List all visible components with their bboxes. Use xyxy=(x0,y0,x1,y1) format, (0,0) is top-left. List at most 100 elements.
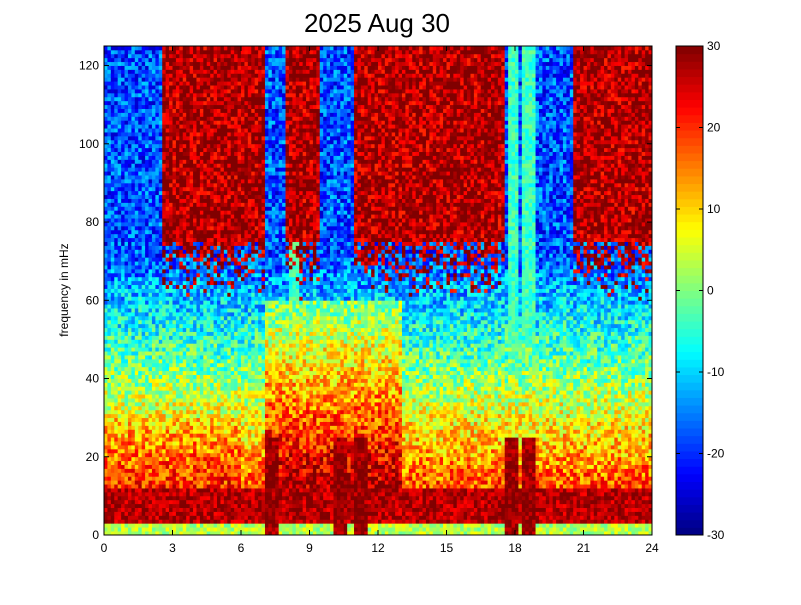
heatmap-cell xyxy=(111,347,115,351)
heatmap-cell xyxy=(104,390,108,394)
heatmap-cell xyxy=(166,222,170,226)
heatmap-cell xyxy=(176,512,180,516)
heatmap-cell xyxy=(111,73,115,77)
heatmap-cell xyxy=(145,140,149,144)
heatmap-cell xyxy=(234,120,238,124)
heatmap-cell xyxy=(183,367,187,371)
heatmap-cell xyxy=(186,234,190,238)
heatmap-cell xyxy=(138,62,142,66)
heatmap-cell xyxy=(114,159,118,163)
heatmap-cell xyxy=(114,449,118,453)
heatmap-cell xyxy=(176,144,180,148)
heatmap-cell xyxy=(196,136,200,140)
heatmap-cell xyxy=(190,476,194,480)
heatmap-cell xyxy=(159,210,163,214)
heatmap-cell xyxy=(231,394,235,398)
heatmap-cell xyxy=(220,441,224,445)
heatmap-cell xyxy=(210,355,214,359)
heatmap-cell xyxy=(162,46,166,50)
heatmap-cell xyxy=(104,469,108,473)
heatmap-cell xyxy=(190,382,194,386)
heatmap-cell xyxy=(135,508,139,512)
heatmap-cell xyxy=(128,97,132,101)
heatmap-cell xyxy=(190,398,194,402)
heatmap-cell xyxy=(207,242,211,246)
heatmap-cell xyxy=(183,402,187,406)
heatmap-cell xyxy=(207,335,211,339)
heatmap-cell xyxy=(234,199,238,203)
heatmap-cell xyxy=(104,101,108,105)
heatmap-cell xyxy=(176,300,180,304)
heatmap-cell xyxy=(186,355,190,359)
heatmap-cell xyxy=(183,289,187,293)
heatmap-cell xyxy=(190,300,194,304)
heatmap-cell xyxy=(200,465,204,469)
heatmap-cell xyxy=(231,355,235,359)
heatmap-cell xyxy=(214,183,218,187)
heatmap-cell xyxy=(210,320,214,324)
heatmap-cell xyxy=(152,159,156,163)
heatmap-cell xyxy=(107,261,111,265)
heatmap-cell xyxy=(149,50,153,54)
heatmap-cell xyxy=(125,242,129,246)
heatmap-cell xyxy=(217,527,221,531)
heatmap-cell xyxy=(227,367,231,371)
heatmap-cell xyxy=(224,210,228,214)
heatmap-cell xyxy=(196,410,200,414)
heatmap-cell xyxy=(135,515,139,519)
heatmap-cell xyxy=(203,195,207,199)
heatmap-cell xyxy=(131,429,135,433)
heatmap-cell xyxy=(128,469,132,473)
heatmap-cell xyxy=(179,289,183,293)
heatmap-cell xyxy=(118,465,122,469)
heatmap-cell xyxy=(149,355,153,359)
heatmap-cell xyxy=(176,527,180,531)
heatmap-cell xyxy=(231,253,235,257)
heatmap-cell xyxy=(114,472,118,476)
heatmap-cell xyxy=(217,304,221,308)
heatmap-cell xyxy=(169,371,173,375)
heatmap-cell xyxy=(173,167,177,171)
heatmap-cell xyxy=(118,347,122,351)
heatmap-cell xyxy=(121,136,125,140)
heatmap-cell xyxy=(186,148,190,152)
heatmap-cell xyxy=(149,109,153,113)
heatmap-cell xyxy=(111,77,115,81)
heatmap-cell xyxy=(125,89,129,93)
heatmap-cell xyxy=(210,402,214,406)
heatmap-cell xyxy=(169,394,173,398)
heatmap-cell xyxy=(214,265,218,269)
heatmap-cell xyxy=(135,437,139,441)
heatmap-cell xyxy=(118,156,122,160)
heatmap-cell xyxy=(183,202,187,206)
heatmap-cell xyxy=(196,167,200,171)
heatmap-cell xyxy=(138,414,142,418)
heatmap-cell xyxy=(196,343,200,347)
heatmap-cell xyxy=(166,257,170,261)
heatmap-cell xyxy=(203,242,207,246)
heatmap-cell xyxy=(207,120,211,124)
heatmap-cell xyxy=(220,234,224,238)
heatmap-cell xyxy=(104,379,108,383)
heatmap-cell xyxy=(173,269,177,273)
heatmap-cell xyxy=(238,199,242,203)
heatmap-cell xyxy=(121,512,125,516)
heatmap-cell xyxy=(118,97,122,101)
heatmap-cell xyxy=(196,273,200,277)
heatmap-cell xyxy=(131,277,135,281)
heatmap-cell xyxy=(227,418,231,422)
heatmap-cell xyxy=(200,304,204,308)
heatmap-cell xyxy=(131,191,135,195)
heatmap-cell xyxy=(203,414,207,418)
heatmap-cell xyxy=(200,206,204,210)
heatmap-cell xyxy=(111,81,115,85)
heatmap-cell xyxy=(220,159,224,163)
heatmap-cell xyxy=(104,441,108,445)
heatmap-cell xyxy=(128,144,132,148)
heatmap-cell xyxy=(207,273,211,277)
heatmap-cell xyxy=(155,433,159,437)
heatmap-cell xyxy=(200,167,204,171)
heatmap-cell xyxy=(173,253,177,257)
heatmap-cell xyxy=(193,148,197,152)
heatmap-cell xyxy=(227,332,231,336)
